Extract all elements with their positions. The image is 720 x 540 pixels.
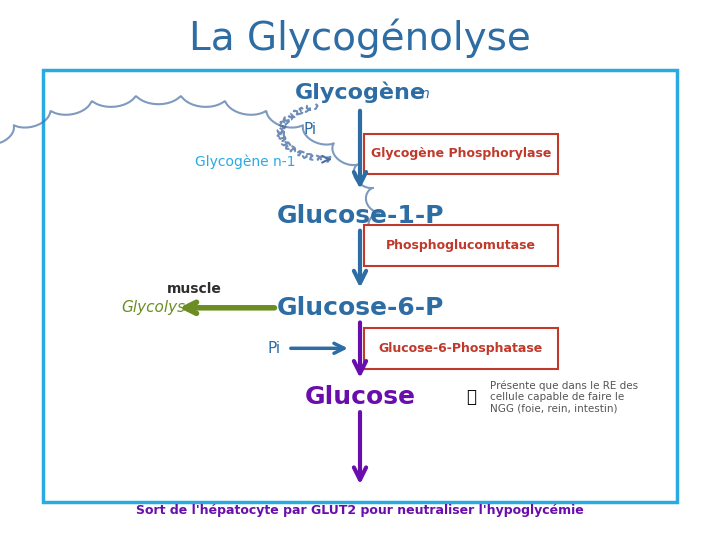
Text: Phosphoglucomutase: Phosphoglucomutase	[386, 239, 536, 252]
Text: n: n	[420, 87, 429, 102]
Text: Glucose-6-Phosphatase: Glucose-6-Phosphatase	[379, 342, 543, 355]
Text: Glucose-6-P: Glucose-6-P	[276, 296, 444, 320]
Text: Glycogène: Glycogène	[294, 81, 426, 103]
FancyBboxPatch shape	[364, 134, 558, 174]
Text: Glycogène Phosphorylase: Glycogène Phosphorylase	[371, 147, 551, 160]
Text: Glucose: Glucose	[305, 385, 415, 409]
Text: La Glycogénolyse: La Glycogénolyse	[189, 18, 531, 58]
Text: Pi: Pi	[303, 122, 316, 137]
Text: 🖊: 🖊	[467, 388, 477, 406]
Text: muscle: muscle	[167, 282, 222, 296]
Text: Glucose-1-P: Glucose-1-P	[276, 204, 444, 228]
FancyBboxPatch shape	[364, 226, 558, 266]
FancyBboxPatch shape	[43, 70, 677, 502]
Text: Pi: Pi	[267, 341, 280, 356]
Text: Présente que dans le RE des
cellule capable de faire le
NGG (foie, rein, intesti: Présente que dans le RE des cellule capa…	[490, 380, 638, 414]
FancyBboxPatch shape	[364, 328, 558, 369]
Text: Glycogène n-1: Glycogène n-1	[194, 155, 295, 169]
Text: Sort de l'hépatocyte par GLUT2 pour neutraliser l'hypoglycémie: Sort de l'hépatocyte par GLUT2 pour neut…	[136, 504, 584, 517]
Text: Glycolyse: Glycolyse	[122, 300, 195, 315]
